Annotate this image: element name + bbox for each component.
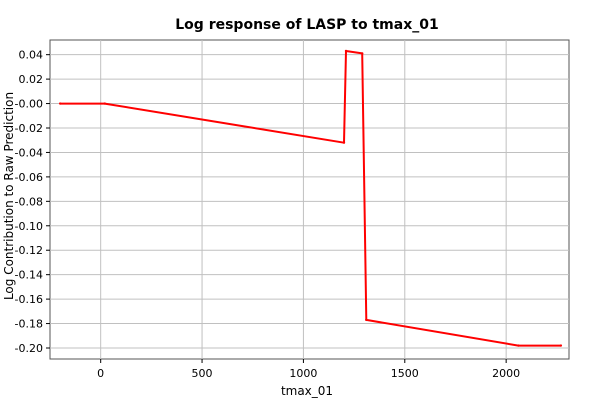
- x-tick-label: 0: [97, 367, 104, 380]
- y-tick-label: -0.00: [15, 98, 43, 111]
- series-line: [60, 50, 561, 347]
- y-tick-label: -0.14: [15, 269, 43, 282]
- y-tick-label: -0.20: [15, 342, 43, 355]
- y-tick-label: -0.12: [15, 244, 43, 257]
- ticks: 0.04 0.02 -0.00 -0.02 -0.04 -0.06 -0.08 -0.10 -0…: [15, 49, 521, 380]
- data-point: [361, 52, 364, 55]
- data-point: [58, 102, 62, 105]
- y-tick-label: -0.10: [15, 220, 43, 233]
- y-tick-label: 0.02: [19, 73, 44, 86]
- y-tick-label: -0.02: [15, 122, 43, 135]
- data-point: [365, 318, 368, 322]
- data-point: [344, 49, 348, 53]
- x-tick-label: 500: [192, 367, 213, 380]
- x-tick-label: 1000: [289, 367, 317, 380]
- x-axis-label: tmax_01: [281, 384, 333, 398]
- grid: [50, 40, 569, 359]
- chart-title: Log response of LASP to tmax_01: [175, 17, 438, 33]
- data-point: [559, 344, 563, 347]
- x-tick-label: 1500: [391, 367, 419, 380]
- data-point: [517, 344, 520, 347]
- data-point: [103, 102, 106, 105]
- series-layer: [58, 49, 563, 347]
- data-point: [342, 141, 346, 144]
- plot-area: [49, 39, 570, 360]
- y-tick-label: -0.06: [15, 171, 43, 184]
- y-tick-label: -0.04: [15, 146, 43, 159]
- y-axis-label: Log Contribution to Raw Prediction: [2, 92, 16, 300]
- x-tick-label: 2000: [492, 367, 520, 380]
- y-tick-label: -0.16: [15, 293, 43, 306]
- y-tick-label: -0.08: [15, 195, 43, 208]
- y-tick-label: -0.18: [15, 318, 43, 331]
- y-tick-label: 0.04: [19, 49, 44, 62]
